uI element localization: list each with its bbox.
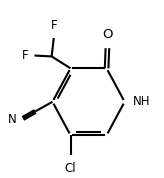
Text: NH: NH <box>133 95 150 108</box>
Text: Cl: Cl <box>65 162 76 175</box>
Text: N: N <box>8 113 17 126</box>
Text: O: O <box>102 28 113 41</box>
Text: F: F <box>22 49 29 62</box>
Text: F: F <box>51 19 57 32</box>
